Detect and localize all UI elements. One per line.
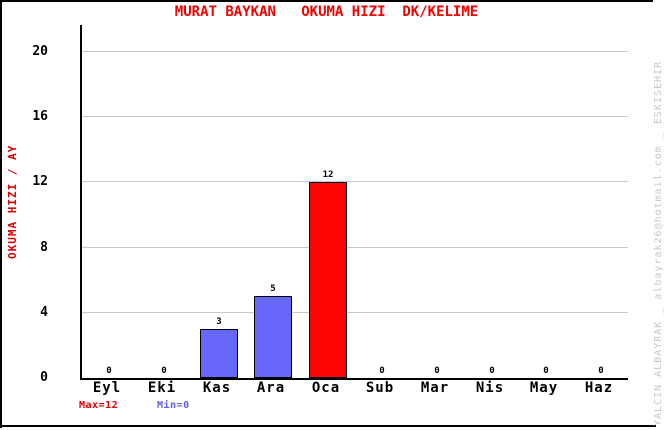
bar-value-Nis: 0	[489, 366, 495, 376]
bar-value-Kas: 3	[216, 317, 222, 327]
y-tick-label-4: 4	[40, 305, 48, 320]
bar-Ara	[254, 296, 292, 378]
x-tick-label-Sub: Sub	[365, 380, 395, 396]
x-tick-label-Kas: Kas	[202, 380, 232, 396]
bar-value-Oca: 12	[322, 170, 334, 180]
frame-border-bottom	[0, 425, 656, 427]
x-tick-label-Nis: Nis	[475, 380, 505, 396]
y-tick-label-8: 8	[40, 240, 48, 255]
y-tick-label-20: 20	[32, 44, 48, 59]
gridline-20	[82, 51, 628, 52]
x-tick-label-Haz: Haz	[584, 380, 614, 396]
bar-value-Ara: 5	[270, 284, 276, 294]
bar-Kas	[200, 329, 238, 378]
bar-Oca	[309, 182, 347, 378]
y-axis-label: OKUMA HIZI / AY	[6, 144, 19, 259]
bar-value-Haz: 0	[598, 366, 604, 376]
max-annotation: Max=12	[79, 400, 119, 411]
bar-value-May: 0	[543, 366, 549, 376]
bar-value-Eki: 0	[161, 366, 167, 376]
y-tick-label-0: 0	[40, 370, 48, 385]
bar-value-Eyl: 0	[106, 366, 112, 376]
bar-value-Mar: 0	[434, 366, 440, 376]
gridline-16	[82, 116, 628, 117]
x-tick-label-Eyl: Eyl	[92, 380, 122, 396]
y-tick-label-16: 16	[32, 109, 48, 124]
bar-value-Sub: 0	[379, 366, 385, 376]
gridline-8	[82, 247, 628, 248]
y-tick-label-12: 12	[32, 174, 48, 189]
x-tick-label-Mar: Mar	[420, 380, 450, 396]
chart-title: MURAT BAYKAN OKUMA HIZI DK/KELIME	[174, 4, 479, 20]
watermark-text: YALCIN ALBAYRAK _ albayrak26@hotmail.com…	[653, 60, 664, 426]
plot-area: 0 0 3 5 12 0 0 0 0 0	[80, 25, 628, 380]
gridline-12	[82, 181, 628, 182]
x-tick-label-Oca: Oca	[311, 380, 341, 396]
gridline-4	[82, 312, 628, 313]
x-tick-label-Eki: Eki	[147, 380, 177, 396]
frame-border-left	[0, 0, 2, 428]
x-tick-label-May: May	[529, 380, 559, 396]
min-annotation: Min=0	[157, 400, 190, 411]
frame-border-top	[0, 0, 653, 2]
x-tick-label-Ara: Ara	[256, 380, 286, 396]
